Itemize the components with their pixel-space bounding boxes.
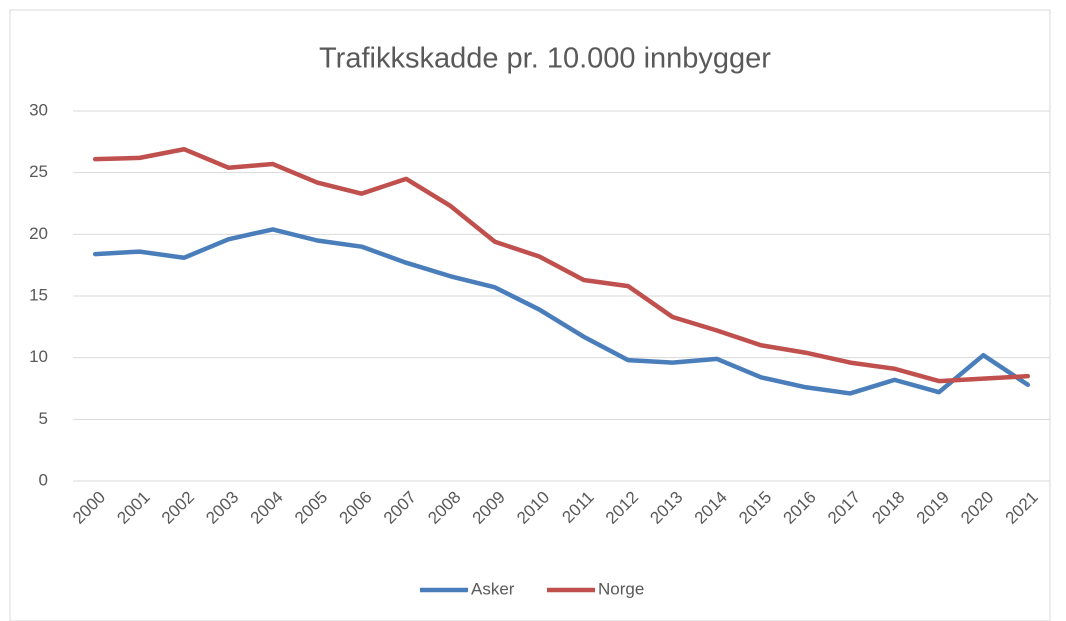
y-tick-label: 15 <box>29 285 48 304</box>
y-tick-label: 0 <box>39 470 48 489</box>
series-line <box>92 146 1031 384</box>
series-line <box>92 227 1031 396</box>
chart-frame <box>9 9 1051 621</box>
y-tick-label: 5 <box>39 409 48 428</box>
y-tick-label: 25 <box>29 162 48 181</box>
chart-title: Trafikkskadde pr. 10.000 innbygger <box>319 43 771 75</box>
y-tick-label: 10 <box>29 347 48 366</box>
y-tick-label: 30 <box>29 100 48 119</box>
y-tick-label: 20 <box>29 224 48 243</box>
legend-label: Norge <box>598 579 644 598</box>
legend-label: Asker <box>471 579 515 598</box>
